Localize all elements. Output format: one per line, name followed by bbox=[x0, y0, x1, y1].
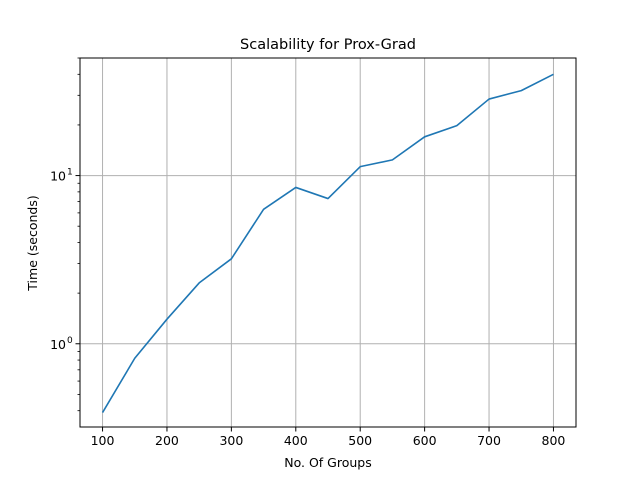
chart-title: Scalability for Prox-Grad bbox=[240, 37, 416, 53]
series-layer bbox=[101, 73, 554, 413]
x-tick-label: 100 bbox=[91, 433, 115, 448]
y-tick-exponent: 1 bbox=[67, 168, 73, 178]
y-tick-label: 10 bbox=[50, 337, 66, 352]
y-tick-exponent: 0 bbox=[67, 336, 73, 346]
series-line bbox=[101, 73, 554, 413]
x-tick-label: 300 bbox=[219, 433, 243, 448]
axes bbox=[79, 57, 577, 428]
x-tick-label: 700 bbox=[477, 433, 501, 448]
x-tick-label: 400 bbox=[284, 433, 308, 448]
x-axis-label: No. Of Groups bbox=[284, 455, 372, 470]
x-tick-label: 800 bbox=[542, 433, 566, 448]
y-axis-label: Time (seconds) bbox=[25, 195, 40, 291]
y-tick-label: 10 bbox=[50, 169, 66, 184]
plot-frame bbox=[79, 57, 577, 428]
grid bbox=[80, 58, 576, 427]
x-tick-label: 600 bbox=[413, 433, 437, 448]
x-tick-label: 500 bbox=[348, 433, 372, 448]
x-tick-label: 200 bbox=[155, 433, 179, 448]
